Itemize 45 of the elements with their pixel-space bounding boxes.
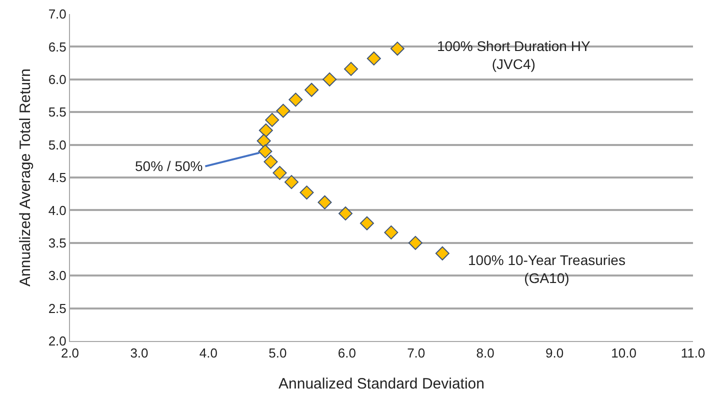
point <box>318 195 332 210</box>
annotation: 50% / 50% <box>135 158 203 174</box>
point <box>322 72 337 86</box>
point <box>435 246 450 260</box>
y-tick-label: 2.5 <box>48 300 66 316</box>
point <box>408 236 422 250</box>
x-tick-label: 6.0 <box>338 346 356 361</box>
point <box>276 104 290 118</box>
x-tick-label: 9.0 <box>546 346 564 361</box>
y-tick-label: 4.5 <box>48 170 66 186</box>
point <box>258 144 272 158</box>
x-tick-label: 4.0 <box>199 346 218 361</box>
y-tick-label: 3.5 <box>48 235 66 250</box>
y-tick-label: 5.5 <box>48 104 66 120</box>
y-axis-title: Annualized Average Total Return <box>17 68 34 286</box>
x-tick-label: 10.0 <box>611 346 636 361</box>
y-tick-label: 3.0 <box>48 268 66 284</box>
y-tick-label: 7.0 <box>48 6 66 22</box>
point <box>284 175 299 190</box>
point <box>338 206 352 220</box>
x-tick-label: 3.0 <box>130 346 148 361</box>
point <box>300 186 314 200</box>
x-tick-label: 8.0 <box>476 346 494 361</box>
point <box>360 216 374 230</box>
point <box>272 166 287 180</box>
x-tick-label: 7.0 <box>407 346 426 361</box>
point <box>288 92 303 107</box>
point <box>304 82 319 97</box>
point <box>264 154 278 169</box>
x-axis-title: Annualized Standard Deviation <box>278 376 484 393</box>
x-tick-label: 11.0 <box>680 346 706 361</box>
point <box>258 123 273 138</box>
point <box>265 112 280 127</box>
point <box>256 134 271 148</box>
point <box>344 62 358 76</box>
y-tick-label: 4.0 <box>48 202 66 218</box>
point <box>390 42 404 56</box>
y-tick-label: 6.5 <box>48 39 66 54</box>
annotation: 100% Short Duration HY (JVC4) <box>437 38 591 72</box>
y-tick-label: 5.0 <box>48 137 66 152</box>
annotation: 100% 10-Year Treasuries (GA10) <box>468 252 626 286</box>
point <box>384 225 398 240</box>
y-tick-label: 6.0 <box>48 72 66 87</box>
point <box>366 51 381 66</box>
x-tick-label: 5.0 <box>268 346 287 361</box>
